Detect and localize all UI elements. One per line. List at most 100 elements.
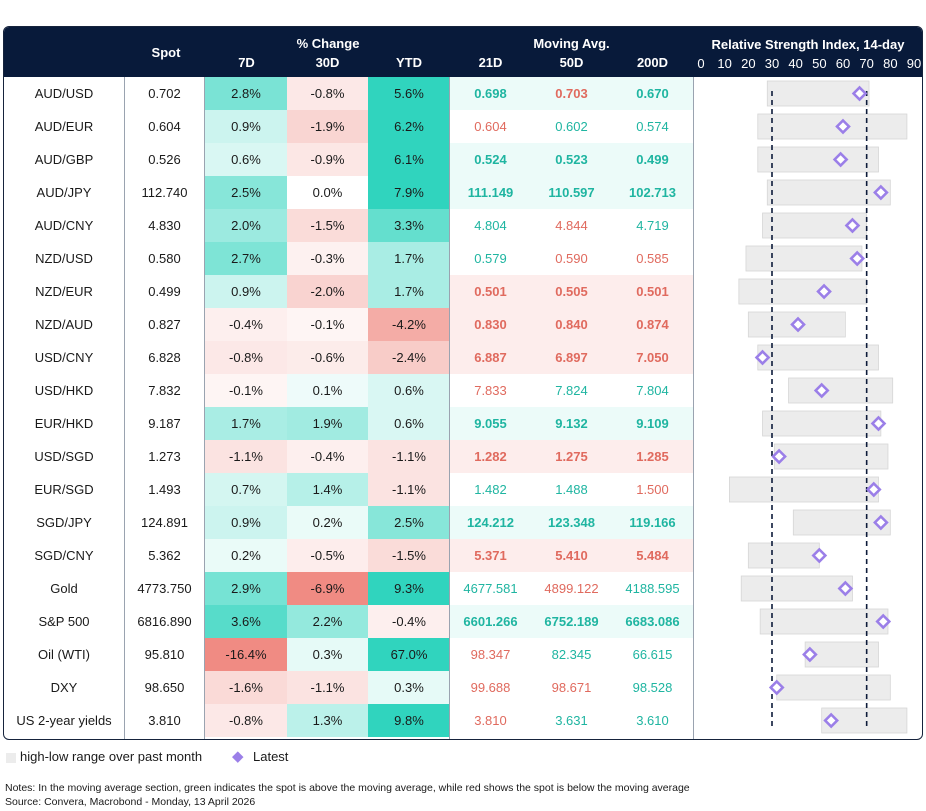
row-label: USD/HKD <box>34 383 94 398</box>
cell-d30: -6.9% <box>287 572 368 605</box>
cell-d7: -0.1% <box>205 374 287 407</box>
cell-d30: -0.4% <box>287 440 368 473</box>
table-row: USD/CNY 6.828 -0.8% -0.6% -2.4% 6.887 6.897 7.0… <box>4 341 922 374</box>
rsi-range-bar <box>757 113 908 140</box>
cell-ma200: 7.804 <box>636 383 669 398</box>
rsi-range-bar <box>762 410 882 437</box>
header-pct-change-group: % Change <box>296 36 360 51</box>
cell-d30: 0.0% <box>312 185 343 200</box>
cell-d7: 2.9% <box>205 572 287 605</box>
row-label: EUR/SGD <box>34 482 94 497</box>
cell-ytd: -1.5% <box>368 539 450 572</box>
cell-ytd: 1.7% <box>368 275 450 308</box>
cell-d7: 0.9% <box>205 506 287 539</box>
cell-ytd: -2.4% <box>368 341 450 374</box>
cell-d7: 3.6% <box>205 605 287 638</box>
cell-ma21: 111.149 <box>450 176 531 209</box>
rsi-range-bar <box>821 707 908 734</box>
rsi-tick-label: 90 <box>907 56 921 71</box>
rsi-latest-diamond <box>873 184 889 201</box>
rsi-latest-diamond <box>865 481 882 498</box>
cell-ytd: 6.2% <box>368 110 450 143</box>
cell-spot: 6.828 <box>148 350 181 365</box>
cell-spot: 5.362 <box>148 548 181 563</box>
header-30d: 30D <box>315 55 340 70</box>
cell-spot: 1.273 <box>148 449 181 464</box>
cell-ma50: 0.505 <box>531 275 612 308</box>
cell-d30: -0.5% <box>287 539 368 572</box>
cell-ma21: 1.282 <box>450 440 531 473</box>
cell-d30: -0.6% <box>287 341 368 374</box>
cell-ytd: 5.6% <box>368 77 450 110</box>
table-row: USD/SGD 1.273 -1.1% -0.4% -1.1% 1.282 1.275 1.2… <box>4 440 922 473</box>
row-label: DXY <box>50 680 78 695</box>
cell-d7: -1.1% <box>205 440 287 473</box>
rsi-tick-label: 20 <box>741 56 755 71</box>
diamond-icon: ◆ <box>232 748 244 765</box>
cell-d7: -1.6% <box>205 671 287 704</box>
rsi-tick-label: 40 <box>788 56 802 71</box>
row-label: Oil (WTI) <box>38 647 90 662</box>
cell-d30: -0.9% <box>287 143 368 176</box>
header-rsi-title: Relative Strength Index, 14-day <box>711 37 905 52</box>
cell-spot: 0.580 <box>148 251 181 266</box>
cell-ma50: 0.602 <box>555 119 588 134</box>
cell-ma50: 7.824 <box>555 383 588 398</box>
cell-d30: -0.8% <box>287 77 368 110</box>
footnotes: Notes: In the moving average section, gr… <box>5 781 690 809</box>
rsi-tick-label: 10 <box>717 56 731 71</box>
notes-text: Notes: In the moving average section, gr… <box>5 782 690 794</box>
row-label: S&P 500 <box>38 614 90 629</box>
row-label: AUD/GBP <box>34 152 94 167</box>
cell-ma200: 6683.086 <box>612 605 693 638</box>
rsi-latest-diamond <box>802 646 818 663</box>
cell-spot: 7.832 <box>148 383 181 398</box>
table-row: US 2-year yields 3.810 -0.8% 1.3% 9.8% 3.810 3… <box>4 704 922 737</box>
cell-ytd: 0.6% <box>368 407 450 440</box>
cell-d7: -16.4% <box>205 638 287 671</box>
cell-ytd: -4.2% <box>368 308 450 341</box>
rsi-tick-label: 50 <box>812 56 826 71</box>
table-row: AUD/EUR 0.604 0.9% -1.9% 6.2% 0.604 0.602 0.574 <box>4 110 922 143</box>
cell-ma200: 0.574 <box>636 119 669 134</box>
column-divider <box>693 77 694 739</box>
cell-ytd: -1.1% <box>368 440 450 473</box>
cell-spot: 3.810 <box>148 713 181 728</box>
rsi-latest-diamond <box>875 613 892 630</box>
rsi-range-bar <box>747 542 820 569</box>
cell-ma50: 3.631 <box>555 713 588 728</box>
row-label: NZD/AUD <box>35 317 93 332</box>
cell-ma200: 98.528 <box>632 680 673 695</box>
cell-ytd: 1.7% <box>368 242 450 275</box>
rsi-latest-diamond <box>849 250 866 267</box>
column-divider <box>204 77 205 739</box>
table-row: S&P 500 6816.890 3.6% 2.2% -0.4% 6601.266 6752… <box>4 605 922 638</box>
cell-d7: 1.7% <box>205 407 287 440</box>
cell-spot: 1.493 <box>148 482 181 497</box>
cell-d7: 0.2% <box>205 539 287 572</box>
cell-ma21: 0.604 <box>474 119 507 134</box>
cell-d30: 0.1% <box>287 374 368 407</box>
cell-spot: 4.830 <box>148 218 181 233</box>
table-row: AUD/USD 0.702 2.8% -0.8% 5.6% 0.698 0.703 0.670 <box>4 77 922 110</box>
cell-ma21: 99.688 <box>470 680 511 695</box>
cell-ytd: 9.3% <box>368 572 450 605</box>
table-row: Oil (WTI) 95.810 -16.4% 0.3% 67.0% 98.347 82.3… <box>4 638 922 671</box>
cell-spot: 0.499 <box>148 284 181 299</box>
cell-ma200: 102.713 <box>612 176 693 209</box>
rsi-tick-label: 70 <box>859 56 873 71</box>
rsi-latest-diamond <box>754 349 771 366</box>
table-row: SGD/CNY 5.362 0.2% -0.5% -1.5% 5.371 5.410 5.48… <box>4 539 922 572</box>
table-row: EUR/HKD 9.187 1.7% 1.9% 0.6% 9.055 9.132 9.109 <box>4 407 922 440</box>
table-header: Spot % Change 7D 30D YTD Moving Avg. 21D… <box>4 27 922 77</box>
cell-ma50: 1.488 <box>555 482 588 497</box>
row-label: AUD/CNY <box>34 218 94 233</box>
rsi-latest-diamond <box>823 712 840 729</box>
rsi-latest-diamond <box>873 514 889 531</box>
rsi-range-bar <box>757 146 879 173</box>
rsi-latest-diamond <box>771 448 787 465</box>
cell-ma200: 0.670 <box>612 77 693 110</box>
cell-ytd: 67.0% <box>368 638 450 671</box>
cell-ytd: 0.6% <box>368 374 450 407</box>
cell-ma21: 6.887 <box>450 341 531 374</box>
